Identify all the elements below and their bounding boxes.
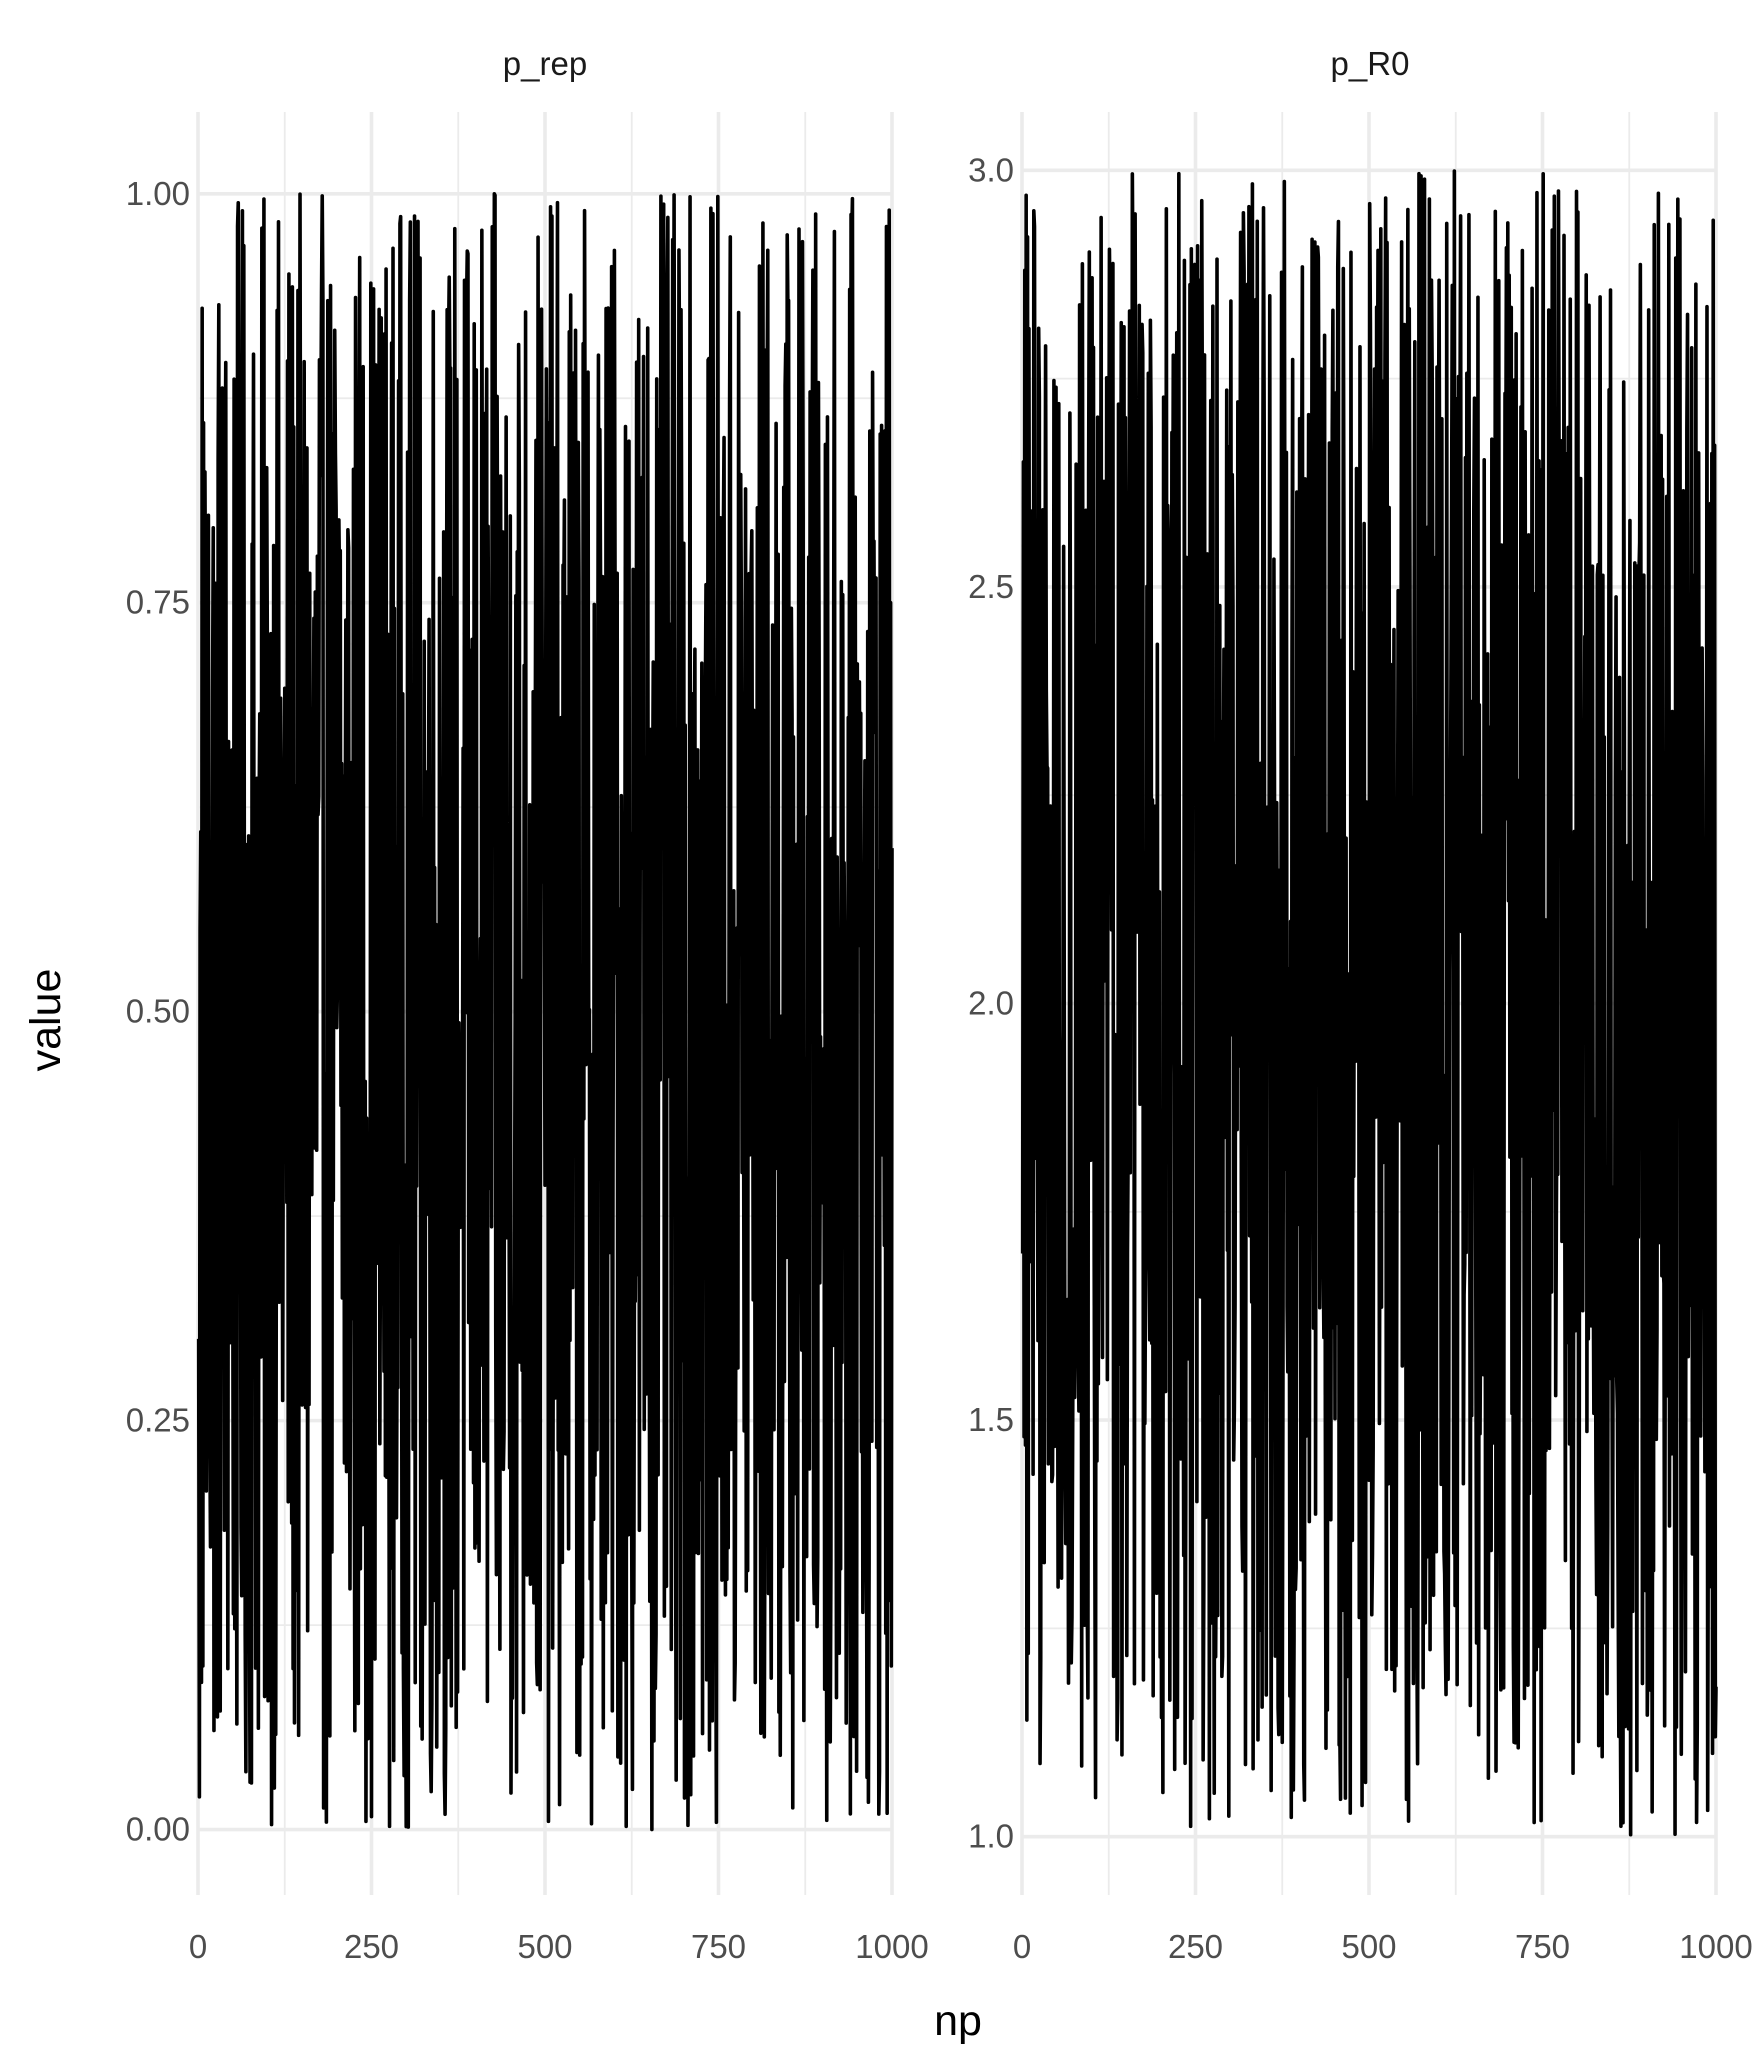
- x-tick-label: 500: [1341, 1928, 1396, 1965]
- x-tick-label: 250: [344, 1928, 399, 1965]
- y-tick-label: 3.0: [968, 151, 1014, 188]
- x-tick-label: 750: [1515, 1928, 1570, 1965]
- y-tick-label: 1.5: [968, 1401, 1014, 1438]
- x-tick-label: 1000: [855, 1928, 928, 1965]
- y-tick-label: 1.0: [968, 1818, 1014, 1855]
- y-tick-label: 2.5: [968, 568, 1014, 605]
- strip-title-p-r0: p_R0: [1331, 45, 1410, 82]
- x-tick-label: 750: [691, 1928, 746, 1965]
- panel-p-r0-y-ticks: 1.0 1.5 2.0 2.5 3.0: [968, 151, 1014, 1854]
- x-axis-title: np: [934, 1997, 982, 2045]
- strip-title-p-rep: p_rep: [503, 45, 587, 82]
- series-line-p-rep: [196, 192, 894, 1832]
- panel-p-rep-y-ticks: 0.00 0.25 0.50 0.75 1.00: [126, 175, 190, 1848]
- y-tick-label: 0.25: [126, 1402, 190, 1439]
- panel-p-r0-x-ticks: 0 250 500 750 1000: [1013, 1928, 1753, 1965]
- x-tick-label: 500: [517, 1928, 572, 1965]
- x-tick-label: 1000: [1679, 1928, 1752, 1965]
- y-axis-title: value: [22, 969, 70, 1072]
- panel-p-rep: p_rep 0 250 500 750 1000 0.00 0.25 0.50 0.75 1.0…: [126, 45, 929, 1965]
- y-tick-label: 0.50: [126, 993, 190, 1030]
- x-tick-label: 0: [189, 1928, 207, 1965]
- series-line-p-r0: [1020, 169, 1718, 1837]
- panel-p-rep-x-ticks: 0 250 500 750 1000: [189, 1928, 929, 1965]
- panel-p-r0: p_R0 0 250 500 750 1000 1.0 1.5 2.0 2.5 3.0: [968, 45, 1753, 1965]
- y-tick-label: 0.75: [126, 584, 190, 621]
- y-tick-label: 2.0: [968, 985, 1014, 1022]
- y-tick-label: 1.00: [126, 175, 190, 212]
- y-tick-label: 0.00: [126, 1811, 190, 1848]
- x-tick-label: 0: [1013, 1928, 1031, 1965]
- x-tick-label: 250: [1168, 1928, 1223, 1965]
